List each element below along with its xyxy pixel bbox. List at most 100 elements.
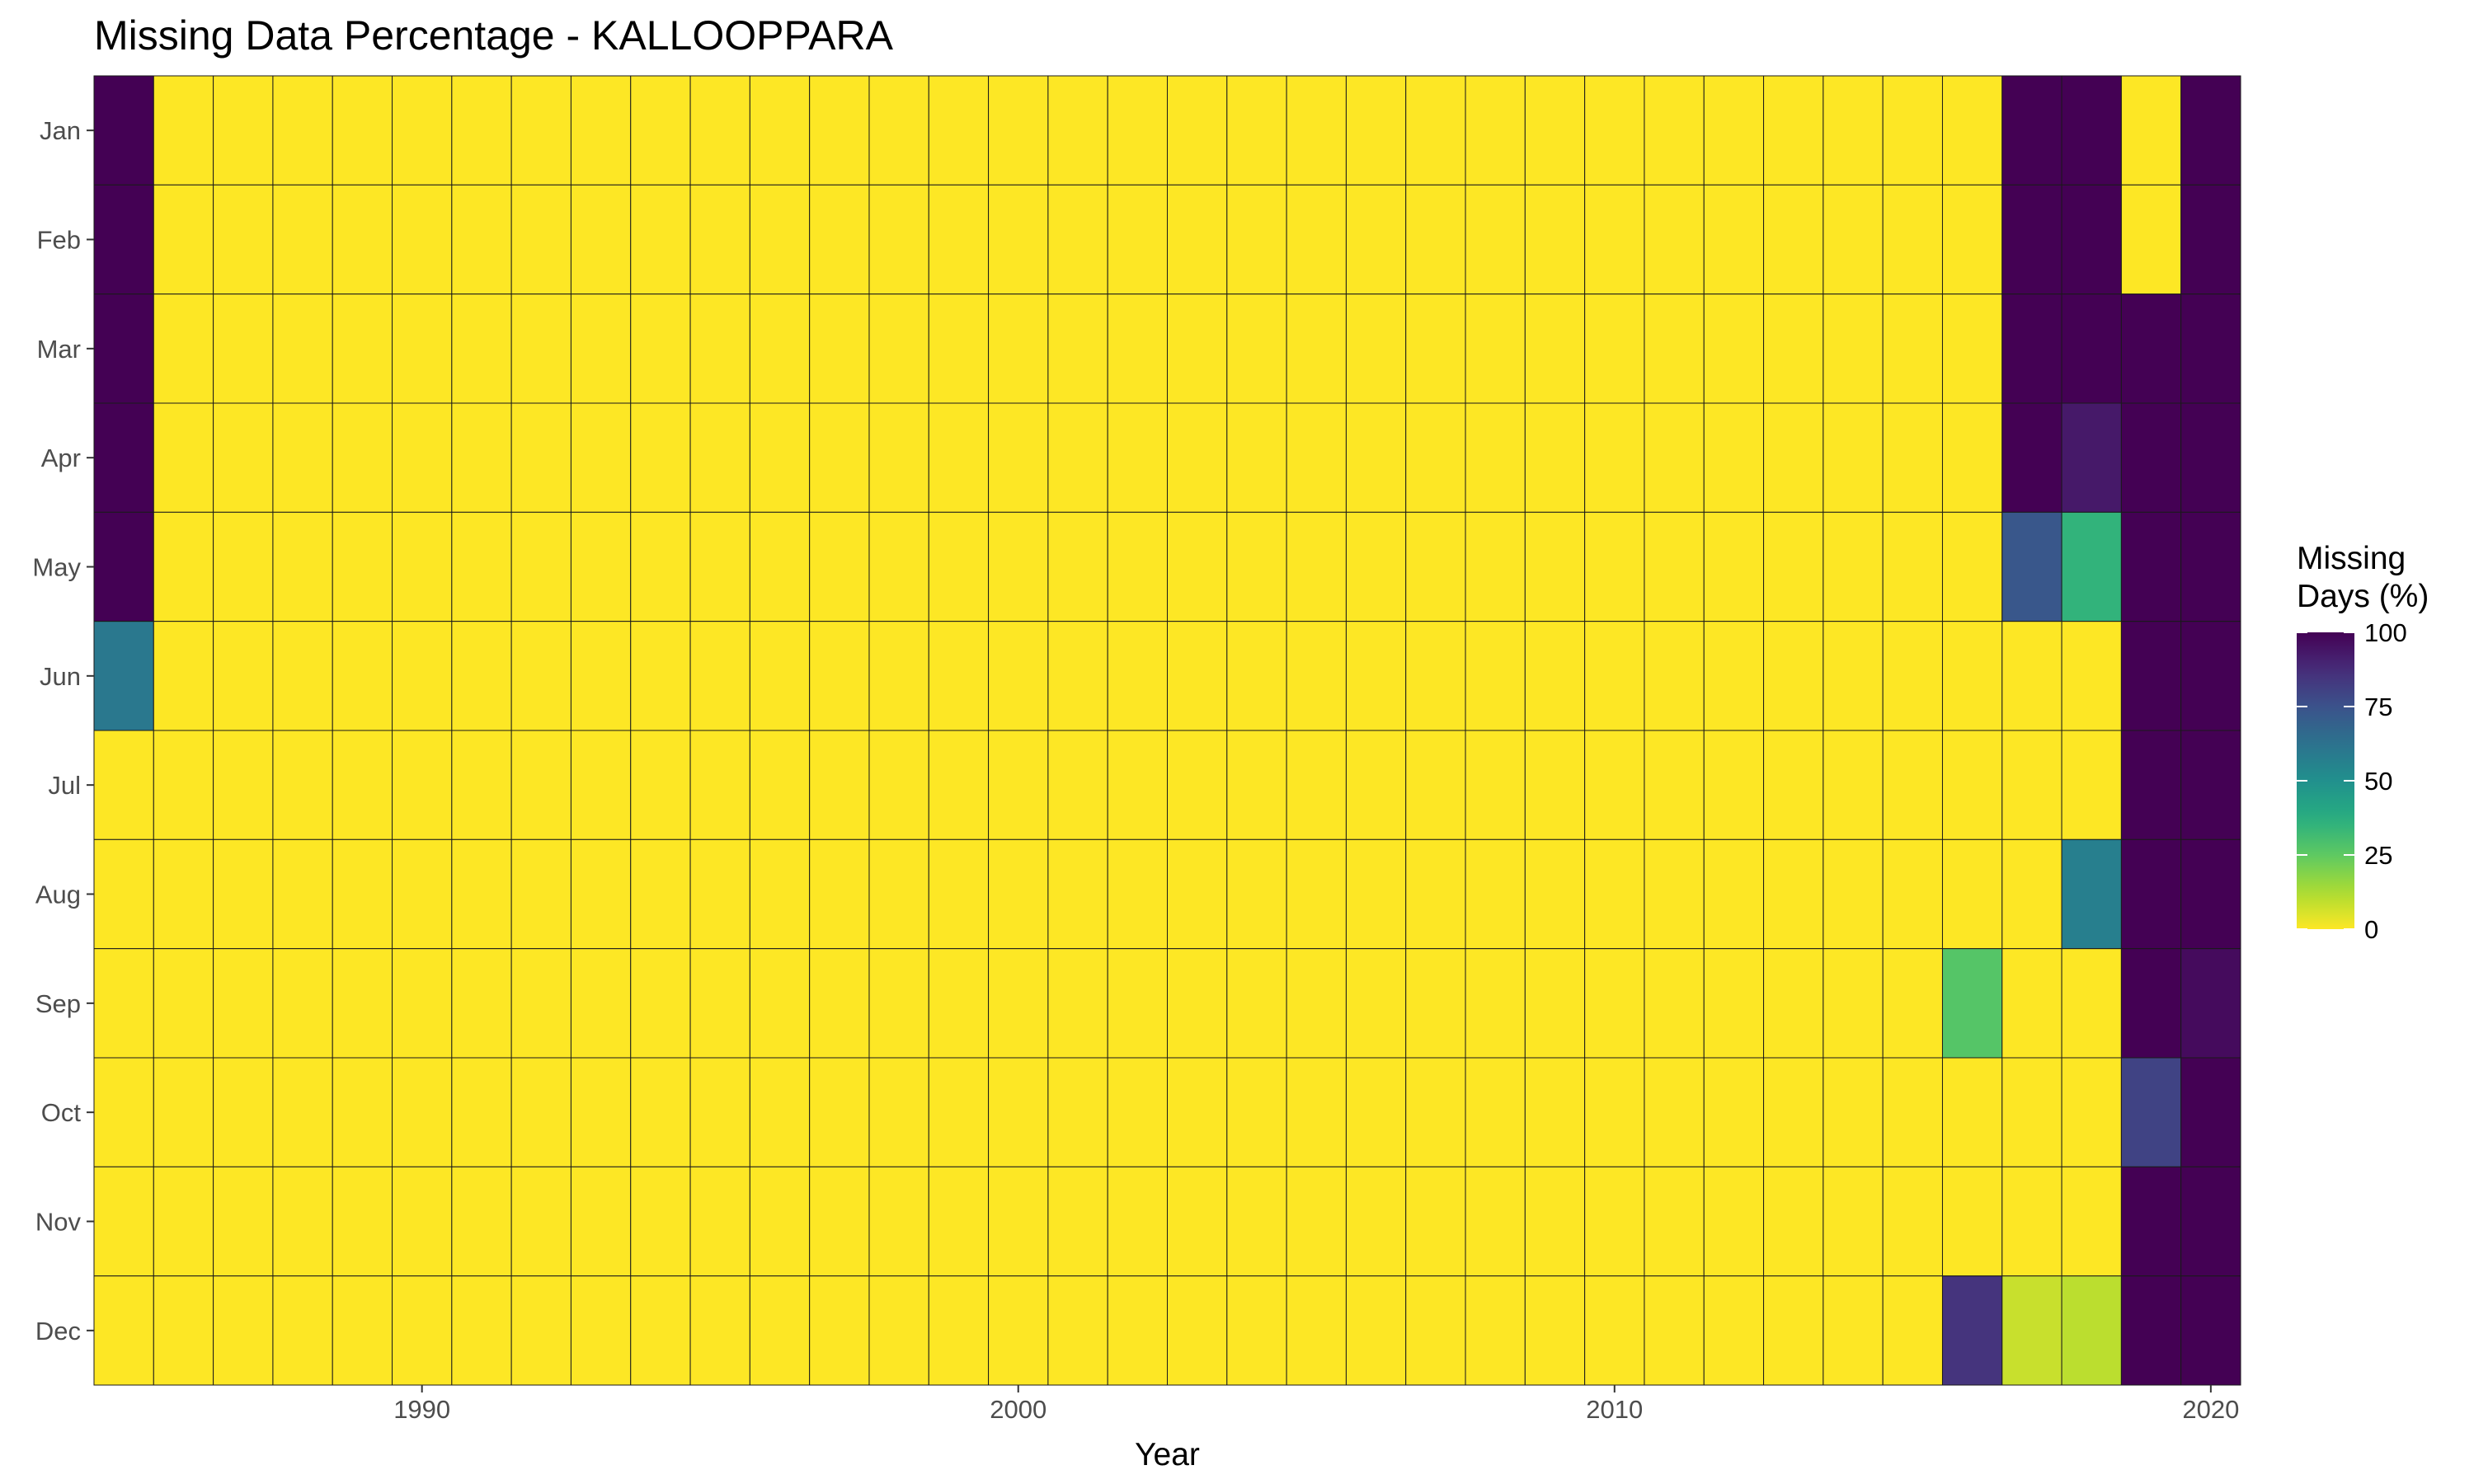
heatmap-cell-1987-aug xyxy=(213,838,274,950)
heatmap-cell-1999-jun xyxy=(928,621,990,731)
heatmap-cell-2003-oct xyxy=(1167,1057,1228,1167)
heatmap-cell-2009-jun xyxy=(1524,621,1586,731)
heatmap-cell-2000-dec xyxy=(988,1275,1049,1386)
heatmap-cell-2000-oct xyxy=(988,1057,1049,1167)
heatmap-cell-2020-sep xyxy=(2180,948,2241,1059)
heatmap-cell-2013-dec xyxy=(1763,1275,1824,1386)
heatmap-cell-2006-dec xyxy=(1345,1275,1407,1386)
heatmap-cell-1985-jan xyxy=(93,75,154,186)
heatmap-cell-2003-jan xyxy=(1167,75,1228,186)
heatmap-cell-1999-may xyxy=(928,511,990,622)
heatmap-cell-1997-jun xyxy=(809,621,870,731)
heatmap-cell-2006-oct xyxy=(1345,1057,1407,1167)
heatmap-cell-2014-may xyxy=(1823,511,1884,622)
heatmap-cell-1996-mar xyxy=(749,294,811,404)
legend-label-25: 25 xyxy=(2364,841,2392,870)
heatmap-cell-2004-dec xyxy=(1226,1275,1287,1386)
heatmap-cell-1998-jan xyxy=(868,75,929,186)
heatmap-cell-1994-may xyxy=(630,511,691,622)
heatmap-cell-2001-aug xyxy=(1047,838,1108,950)
heatmap-cell-2006-jan xyxy=(1345,75,1407,186)
heatmap-cell-2020-mar xyxy=(2180,294,2241,404)
heatmap-cell-1997-oct xyxy=(809,1057,870,1167)
heatmap-cell-2003-nov xyxy=(1167,1166,1228,1277)
legend-label-75: 75 xyxy=(2364,693,2392,721)
heatmap-cell-2013-mar xyxy=(1763,294,1824,404)
heatmap-cell-1999-dec xyxy=(928,1275,990,1386)
heatmap-cell-2016-may xyxy=(1941,511,2003,622)
x-tick-label-2020: 2020 xyxy=(2182,1395,2239,1424)
heatmap-cell-2012-jun xyxy=(1703,621,1765,731)
heatmap-cell-1989-may xyxy=(332,511,393,622)
heatmap-cell-2002-may xyxy=(1107,511,1168,622)
heatmap-cell-2015-sep xyxy=(1882,948,1943,1059)
heatmap-cell-2018-feb xyxy=(2061,184,2122,295)
heatmap-cell-2015-aug xyxy=(1882,838,1943,950)
heatmap-cell-2004-may xyxy=(1226,511,1287,622)
heatmap-cell-2014-jun xyxy=(1823,621,1884,731)
heatmap-cell-2009-feb xyxy=(1524,184,1586,295)
heatmap-cell-1992-feb xyxy=(510,184,571,295)
heatmap-cell-1997-sep xyxy=(809,948,870,1059)
heatmap-cell-1998-jun xyxy=(868,621,929,731)
y-tick-label-may: May xyxy=(32,553,81,582)
heatmap-cell-1996-dec xyxy=(749,1275,811,1386)
heatmap-cell-2001-jul xyxy=(1047,730,1108,840)
legend-label-0: 0 xyxy=(2364,915,2378,944)
heatmap-cell-1985-nov xyxy=(93,1166,154,1277)
heatmap-cell-1993-jul xyxy=(570,730,632,840)
heatmap-cell-2001-oct xyxy=(1047,1057,1108,1167)
heatmap-cell-2014-mar xyxy=(1823,294,1884,404)
heatmap-cell-1994-feb xyxy=(630,184,691,295)
heatmap-cell-2005-jan xyxy=(1286,75,1347,186)
heatmap-cell-2017-oct xyxy=(2001,1057,2062,1167)
heatmap-cell-2019-feb xyxy=(2120,184,2182,295)
heatmap-cell-1996-feb xyxy=(749,184,811,295)
heatmap-cell-1985-feb xyxy=(93,184,154,295)
heatmap-cell-2005-aug xyxy=(1286,838,1347,950)
heatmap-cell-1993-dec xyxy=(570,1275,632,1386)
heatmap-cell-2017-aug xyxy=(2001,838,2062,950)
heatmap-cell-2000-apr xyxy=(988,402,1049,513)
heatmap-cell-2007-may xyxy=(1405,511,1466,622)
heatmap-cell-2019-sep xyxy=(2120,948,2182,1059)
heatmap-cell-2011-may xyxy=(1644,511,1705,622)
heatmap-cell-1993-sep xyxy=(570,948,632,1059)
heatmap-cell-2017-mar xyxy=(2001,294,2062,404)
x-tick-label-2000: 2000 xyxy=(990,1395,1047,1424)
heatmap-cell-1997-jul xyxy=(809,730,870,840)
heatmap-cell-1992-nov xyxy=(510,1166,571,1277)
heatmap-cell-2016-nov xyxy=(1941,1166,2003,1277)
heatmap-cell-1986-apr xyxy=(153,402,214,513)
heatmap-cell-2004-jul xyxy=(1226,730,1287,840)
heatmap-cell-1988-nov xyxy=(272,1166,333,1277)
heatmap-cell-2009-apr xyxy=(1524,402,1586,513)
heatmap-cell-2003-apr xyxy=(1167,402,1228,513)
heatmap-cell-2020-apr xyxy=(2180,402,2241,513)
heatmap-cell-1991-sep xyxy=(451,948,512,1059)
heatmap-cell-2007-jan xyxy=(1405,75,1466,186)
y-tick-label-jan: Jan xyxy=(40,116,81,145)
heatmap-cell-1998-sep xyxy=(868,948,929,1059)
x-axis: 1990 2000 2010 2020 xyxy=(393,1385,2239,1424)
heatmap-cell-2012-dec xyxy=(1703,1275,1765,1386)
heatmap-cell-2000-nov xyxy=(988,1166,1049,1277)
heatmap-cell-1997-nov xyxy=(809,1166,870,1277)
heatmap-cell-1999-sep xyxy=(928,948,990,1059)
heatmap-cell-1992-jul xyxy=(510,730,571,840)
heatmap-cell-1989-jul xyxy=(332,730,393,840)
heatmap-cell-1989-dec xyxy=(332,1275,393,1386)
heatmap-cell-2014-jan xyxy=(1823,75,1884,186)
y-tick-label-oct: Oct xyxy=(41,1098,82,1127)
y-tick-label-jul: Jul xyxy=(48,771,81,800)
heatmap-cell-2003-sep xyxy=(1167,948,1228,1059)
heatmap-cell-2000-sep xyxy=(988,948,1049,1059)
heatmap-cell-2018-apr xyxy=(2061,402,2122,513)
heatmap-cell-2020-nov xyxy=(2180,1166,2241,1277)
heatmap-cell-1988-aug xyxy=(272,838,333,950)
heatmap-cell-2010-sep xyxy=(1584,948,1645,1059)
heatmap-cell-2000-mar xyxy=(988,294,1049,404)
legend-title-line: Days (%) xyxy=(2297,579,2429,614)
heatmap-cell-1991-jul xyxy=(451,730,512,840)
